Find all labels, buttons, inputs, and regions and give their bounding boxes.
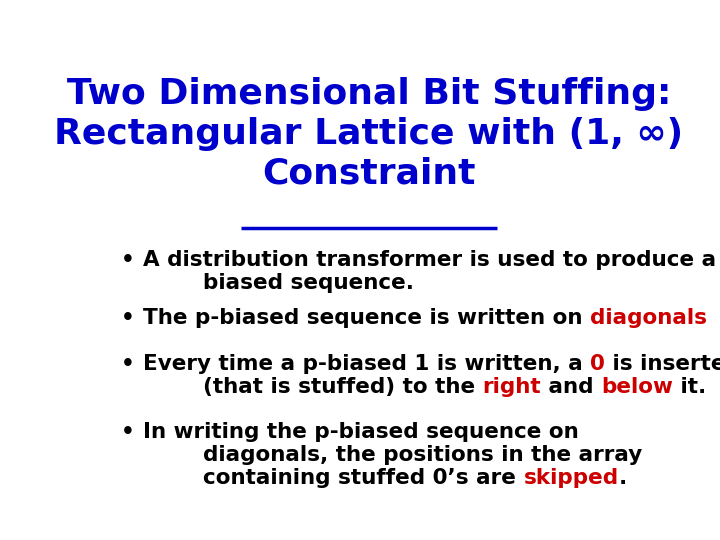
Text: •: • — [121, 308, 135, 328]
Text: Two Dimensional Bit Stuffing:
Rectangular Lattice with (1, ∞)
Constraint: Two Dimensional Bit Stuffing: Rectangula… — [55, 77, 683, 190]
Text: and: and — [541, 377, 601, 397]
Text: below: below — [601, 377, 673, 397]
Text: is inserted: is inserted — [605, 354, 720, 374]
Text: (that is stuffed) to the: (that is stuffed) to the — [143, 377, 482, 397]
Text: skipped: skipped — [523, 468, 618, 488]
Text: A distribution transformer is used to produce a p-: A distribution transformer is used to pr… — [143, 250, 720, 270]
Text: In writing the p-biased sequence on: In writing the p-biased sequence on — [143, 422, 579, 442]
Text: diagonals, the positions in the array: diagonals, the positions in the array — [143, 446, 642, 465]
Text: containing stuffed 0’s are: containing stuffed 0’s are — [143, 468, 523, 488]
Text: it.: it. — [673, 377, 706, 397]
Text: right: right — [482, 377, 541, 397]
Text: diagonals: diagonals — [590, 308, 707, 328]
Text: 0: 0 — [590, 354, 605, 374]
Text: •: • — [121, 250, 135, 270]
Text: .: . — [618, 468, 626, 488]
Text: Every time a p-biased 1 is written, a: Every time a p-biased 1 is written, a — [143, 354, 590, 374]
Text: biased sequence.: biased sequence. — [143, 273, 414, 293]
Text: •: • — [121, 354, 135, 374]
Text: •: • — [121, 422, 135, 442]
Text: The p-biased sequence is written on: The p-biased sequence is written on — [143, 308, 590, 328]
